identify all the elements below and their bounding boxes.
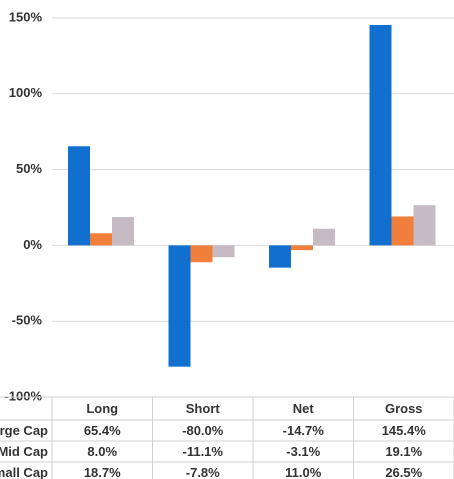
y-tick-label: 0%	[23, 237, 42, 252]
data-label: -11.1%	[183, 444, 224, 459]
x-tick-label: Short	[186, 401, 221, 416]
legend-label: Large Cap	[0, 423, 48, 438]
bar	[413, 205, 436, 246]
y-tick-label: 150%	[9, 9, 43, 24]
data-label: -7.8%	[186, 465, 220, 479]
data-label: -3.1%	[286, 444, 320, 459]
x-tick-label: Net	[293, 401, 315, 416]
bar	[291, 245, 313, 251]
legend-label: Small Cap	[0, 465, 48, 479]
bar	[68, 146, 90, 246]
data-label: 19.1%	[385, 444, 422, 459]
data-label: -14.7%	[283, 423, 325, 438]
bar	[168, 245, 191, 367]
data-label: 18.7%	[84, 465, 121, 479]
x-tick-label: Gross	[385, 401, 423, 416]
data-label: 8.0%	[87, 444, 117, 459]
y-tick-label: 100%	[9, 85, 43, 100]
x-tick-label: Long	[86, 401, 118, 416]
bar	[112, 217, 134, 246]
data-label: 145.4%	[382, 423, 427, 438]
y-tick-label: -50%	[12, 313, 43, 328]
y-tick-label: 50%	[16, 161, 42, 176]
bar	[391, 216, 414, 246]
bar	[313, 228, 335, 246]
bar	[90, 233, 112, 246]
data-label: -80.0%	[182, 423, 224, 438]
data-label: 65.4%	[84, 423, 121, 438]
data-label: 26.5%	[385, 465, 422, 479]
y-tick-label: -100%	[4, 388, 42, 403]
bar	[190, 245, 213, 263]
legend-label: Mid Cap	[0, 444, 48, 459]
bar	[269, 245, 291, 268]
bar	[212, 245, 235, 258]
data-label: 11.0%	[285, 465, 322, 479]
bar	[369, 24, 392, 246]
